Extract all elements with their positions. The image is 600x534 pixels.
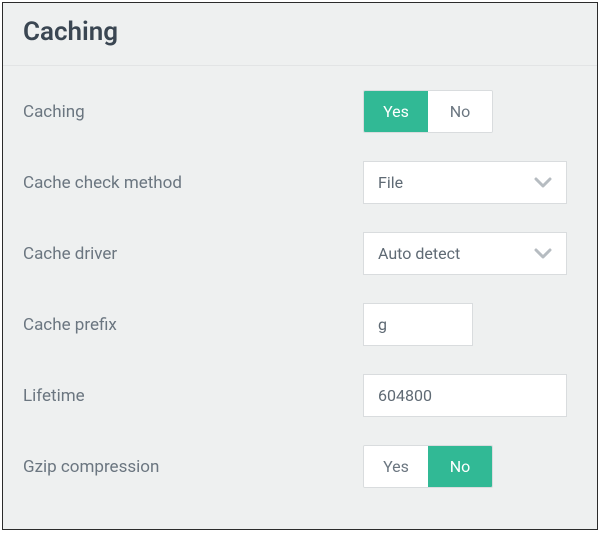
row-caching: Caching Yes No xyxy=(3,76,597,147)
check-method-control: File xyxy=(363,161,577,204)
row-prefix: Cache prefix xyxy=(3,289,597,360)
check-method-label: Cache check method xyxy=(23,173,363,193)
caching-yes-option[interactable]: Yes xyxy=(364,91,428,132)
lifetime-label: Lifetime xyxy=(23,386,363,406)
caching-no-option[interactable]: No xyxy=(428,91,492,132)
caching-label: Caching xyxy=(23,102,363,122)
caching-panel: Caching Caching Yes No Cache check metho… xyxy=(2,2,598,530)
gzip-yes-option[interactable]: Yes xyxy=(364,446,428,487)
driver-control: Auto detect xyxy=(363,232,577,275)
prefix-control xyxy=(363,303,577,346)
row-gzip: Gzip compression Yes No xyxy=(3,431,597,502)
gzip-no-option[interactable]: No xyxy=(428,446,492,487)
driver-value: Auto detect xyxy=(378,244,460,263)
settings-rows: Caching Yes No Cache check method File xyxy=(3,66,597,502)
lifetime-input[interactable] xyxy=(363,374,567,417)
prefix-label: Cache prefix xyxy=(23,315,363,335)
gzip-control: Yes No xyxy=(363,445,577,488)
driver-select[interactable]: Auto detect xyxy=(363,232,567,275)
row-check-method: Cache check method File xyxy=(3,147,597,218)
chevron-down-icon xyxy=(534,177,552,189)
check-method-value: File xyxy=(378,173,403,192)
gzip-label: Gzip compression xyxy=(23,457,363,477)
caching-toggle: Yes No xyxy=(363,90,493,133)
lifetime-control xyxy=(363,374,577,417)
gzip-toggle: Yes No xyxy=(363,445,493,488)
check-method-select[interactable]: File xyxy=(363,161,567,204)
page-title: Caching xyxy=(3,3,597,66)
row-lifetime: Lifetime xyxy=(3,360,597,431)
caching-control: Yes No xyxy=(363,90,577,133)
driver-label: Cache driver xyxy=(23,244,363,264)
prefix-input[interactable] xyxy=(363,303,473,346)
chevron-down-icon xyxy=(534,248,552,260)
row-driver: Cache driver Auto detect xyxy=(3,218,597,289)
